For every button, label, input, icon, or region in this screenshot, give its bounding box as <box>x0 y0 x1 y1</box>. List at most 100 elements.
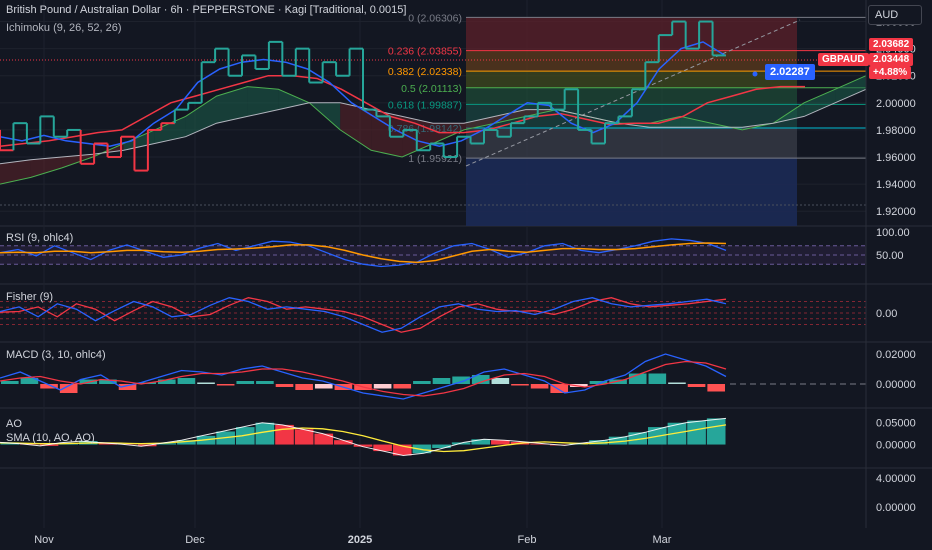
fib-zone <box>466 71 797 88</box>
macd-histogram-bar <box>511 384 529 386</box>
y-tick-label: 0.00 <box>876 308 897 320</box>
current-price-tag: 2.03448 <box>869 53 914 66</box>
chart-title: British Pound / Australian Dollar · 6h ·… <box>6 4 407 16</box>
macd-histogram-bar <box>648 373 667 384</box>
x-tick-label: Feb <box>518 534 537 546</box>
macd-signal-line <box>0 360 727 397</box>
macd-histogram-bar <box>40 384 58 389</box>
change-tag: +4.88% <box>869 66 912 79</box>
ichimoku-cloud-segment <box>804 89 836 117</box>
ao-bar <box>373 444 392 452</box>
ao-bar <box>667 422 687 445</box>
macd-histogram-bar <box>471 375 490 384</box>
y-tick-label: 4.00000 <box>876 473 916 485</box>
macd-histogram-bar <box>216 384 235 386</box>
macd-histogram-bar <box>256 381 274 384</box>
rsi-band <box>0 245 866 265</box>
macd-histogram-bar <box>295 384 313 390</box>
ao-bar <box>589 440 608 445</box>
ao-bar <box>687 420 706 445</box>
ao-bar <box>491 440 510 445</box>
ichimoku-cloud-segment <box>680 116 712 128</box>
fib-level-label: 0 (2.06306) <box>408 12 462 24</box>
ao-bar <box>157 443 177 445</box>
macd-histogram-bar <box>59 384 78 393</box>
ichimoku-cloud-segment <box>61 154 93 168</box>
macd-label[interactable]: MACD (3, 10, ohlc4) <box>6 349 106 361</box>
macd-histogram-bar <box>530 384 549 389</box>
sma-label[interactable]: SMA (10, AO, AO) <box>6 432 95 444</box>
fisher-trigger-line <box>0 297 727 333</box>
last-price-tag: 2.03682 <box>869 38 914 51</box>
currency-selector[interactable]: AUD <box>868 5 922 25</box>
ao-label[interactable]: AO <box>6 418 22 430</box>
rsi-label[interactable]: RSI (9, ohlc4) <box>6 232 74 244</box>
ichimoku-cloud-segment <box>835 75 866 103</box>
symbol-tag: GBPAUD <box>818 53 869 66</box>
fib-zone <box>466 50 797 72</box>
macd-histogram-bar <box>452 376 470 384</box>
fib-level-label: 0.236 (2.03855) <box>388 46 462 58</box>
macd-histogram-bar <box>236 381 255 384</box>
x-tick-label: 2025 <box>348 534 372 546</box>
ao-bar <box>530 443 549 445</box>
macd-histogram-bar <box>413 381 431 384</box>
ao-bar <box>334 440 353 445</box>
ao-bar <box>275 424 294 445</box>
x-tick-label: Dec <box>185 534 205 546</box>
macd-histogram-bar <box>393 384 412 389</box>
macd-histogram-bar <box>668 382 686 384</box>
senkou-span-b <box>0 88 867 165</box>
y-tick-label: 1.94000 <box>876 179 916 191</box>
rsi-line <box>0 238 727 268</box>
ao-bar <box>39 444 59 446</box>
macd-histogram-bar <box>1 381 19 384</box>
macd-histogram-bar <box>197 382 215 384</box>
y-tick-label: 0.00000 <box>876 502 916 514</box>
fisher-line <box>0 297 727 333</box>
macd-histogram-bar <box>99 379 117 384</box>
macd-line <box>0 353 727 400</box>
fib-zone-extension <box>466 158 797 226</box>
macd-histogram-bar <box>118 384 137 390</box>
marker-point <box>752 71 758 77</box>
y-tick-label: 2.00000 <box>876 98 916 110</box>
marker-price-tag[interactable]: 2.02287 <box>765 64 815 80</box>
ichimoku-cloud-segment <box>154 116 186 144</box>
ichimoku-cloud-segment <box>278 89 310 110</box>
macd-histogram-bar <box>373 384 392 389</box>
macd-histogram-bar <box>432 378 451 384</box>
fib-level-label: 1 (1.95921) <box>408 153 462 165</box>
ichimoku-cloud-segment <box>0 159 31 185</box>
macd-histogram-bar <box>275 384 294 387</box>
ao-bar <box>353 444 373 447</box>
ichimoku-cloud-segment <box>494 109 526 124</box>
macd-histogram-bar <box>20 378 39 384</box>
ichimoku-cloud-segment <box>463 116 495 130</box>
ao-bar <box>314 433 334 445</box>
fisher-label[interactable]: Fisher (9) <box>6 291 54 303</box>
ao-bar <box>608 436 628 445</box>
x-tick-label: Nov <box>34 534 54 546</box>
macd-histogram-bar <box>707 384 725 392</box>
fib-level-label: 0.618 (1.99887) <box>388 99 462 111</box>
fib-level-label: 0.382 (2.02338) <box>388 66 462 78</box>
ao-sma-line <box>0 424 727 453</box>
ao-bar <box>432 444 451 449</box>
ichimoku-cloud-segment <box>247 86 279 117</box>
ao-bar <box>177 440 196 445</box>
y-tick-label: 1.92000 <box>876 206 916 218</box>
y-tick-label: 0.02000 <box>876 349 916 361</box>
fib-zone <box>466 17 797 51</box>
macd-histogram-bar <box>491 378 510 384</box>
fib-trend-line <box>465 19 801 167</box>
macd-histogram-bar <box>589 381 608 384</box>
ao-bar <box>255 422 275 445</box>
macd-histogram-bar <box>687 384 706 387</box>
rsi-ma-line <box>0 242 727 264</box>
y-tick-label: 0.00000 <box>876 379 916 391</box>
ao-bar <box>471 439 491 445</box>
ao-bar <box>392 444 412 456</box>
ichimoku-label[interactable]: Ichimoku (9, 26, 52, 26) <box>6 22 122 34</box>
